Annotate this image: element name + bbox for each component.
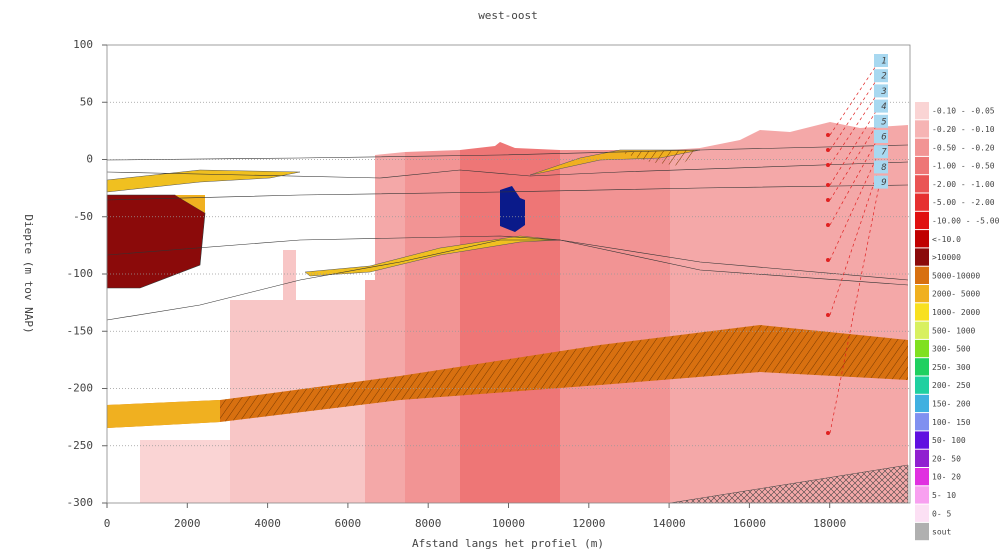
legend-swatch — [915, 504, 929, 522]
y-tick-label: 50 — [80, 95, 93, 108]
well-box — [874, 114, 888, 128]
legend-label: sout — [932, 528, 951, 537]
legend-label: 200- 250 — [932, 381, 971, 390]
legend-label: 250- 300 — [932, 363, 971, 372]
legend-swatch — [915, 522, 929, 541]
legend-swatch — [915, 486, 929, 504]
legend-label: <-10.0 — [932, 235, 961, 244]
chart-title: west-oost — [478, 9, 538, 22]
x-axis-title: Afstand langs het profiel (m) — [412, 537, 604, 550]
x-tick-label: 6000 — [335, 517, 362, 530]
well-label: 2 — [881, 72, 886, 82]
legend-label: -2.00 - -1.00 — [932, 180, 995, 189]
y-tick-label: -200 — [67, 382, 94, 395]
x-tick-label: 14000 — [653, 517, 686, 530]
well-label: 3 — [880, 87, 886, 97]
legend-swatch — [915, 230, 929, 248]
legend-swatch — [915, 138, 929, 156]
legend-swatch — [915, 156, 929, 175]
legend-label: 20- 50 — [932, 454, 961, 463]
well-box — [874, 84, 888, 98]
legend-label: 150- 200 — [932, 399, 971, 408]
section-fill — [106, 122, 909, 504]
y-tick-label: -100 — [67, 267, 94, 280]
x-tick-label: 18000 — [813, 517, 846, 530]
legend-swatch — [915, 321, 929, 339]
y-axis-title: Diepte (m tov NAP) — [22, 214, 35, 333]
legend-label: 100- 150 — [932, 418, 971, 427]
legend-label: -0.50 - -0.20 — [932, 143, 995, 152]
well-box — [874, 130, 888, 143]
legend-label: -1.00 - -0.50 — [932, 162, 995, 171]
legend-label: -0.20 - -0.10 — [932, 125, 995, 134]
legend-swatch — [915, 339, 929, 358]
x-tick-label: 10000 — [492, 517, 525, 530]
well-box — [874, 145, 888, 159]
legend-swatch — [915, 376, 929, 394]
legend-label: 5000-10000 — [932, 271, 980, 280]
well-label: 7 — [881, 148, 887, 158]
legend-label: -0.10 - -0.05 — [932, 107, 995, 116]
legend: -0.10 - -0.05 -0.20 - -0.10 -0.50 - -0.20 -… — [915, 102, 1000, 541]
well-lines — [829, 59, 881, 434]
legend-swatch — [915, 468, 929, 486]
x-tick-label: 16000 — [733, 517, 766, 530]
legend-label: -10.00 - -5.00 — [932, 216, 1000, 225]
legend-swatch — [915, 102, 929, 120]
legend-swatch — [915, 285, 929, 303]
legend-swatch — [915, 431, 929, 449]
legend-label: 300- 500 — [932, 345, 971, 354]
well-box — [874, 160, 888, 174]
legend-label: 1000- 2000 — [932, 308, 980, 317]
y-tick-label: -50 — [73, 210, 93, 223]
legend-swatch — [915, 193, 929, 211]
legend-swatch — [915, 211, 929, 230]
x-tick-label: 4000 — [254, 517, 281, 530]
legend-swatch — [915, 248, 929, 266]
legend-label: 5- 10 — [932, 491, 956, 500]
well-box — [874, 54, 888, 67]
legend-swatch — [915, 120, 929, 138]
y-tick-label: -300 — [67, 496, 94, 509]
legend-label: >10000 — [932, 253, 961, 262]
legend-swatch — [915, 394, 929, 413]
x-tick-label: 8000 — [415, 517, 442, 530]
legend-label: 10- 20 — [932, 473, 961, 482]
well-points — [826, 133, 830, 435]
well-box — [874, 175, 888, 189]
y-tick-label: 0 — [86, 153, 93, 166]
well-box — [874, 69, 888, 83]
well-label: 5 — [881, 117, 886, 127]
y-tick-label: -250 — [67, 439, 94, 452]
legend-swatch — [915, 175, 929, 193]
well-box — [874, 99, 888, 113]
legend-label: 0- 5 — [932, 509, 951, 518]
legend-swatch — [915, 413, 929, 431]
legend-label: 2000- 5000 — [932, 290, 980, 299]
legend-label: -5.00 - -2.00 — [932, 198, 995, 207]
x-tick-label: 0 — [104, 517, 111, 530]
well-label: 9 — [881, 178, 886, 188]
y-tick-label: 100 — [73, 38, 93, 51]
x-tick-label: 2000 — [174, 517, 201, 530]
well-label: 1 — [881, 57, 886, 67]
y-tick-label: -150 — [67, 324, 94, 337]
well-label: 6 — [881, 133, 886, 143]
legend-label: 500- 1000 — [932, 326, 976, 335]
legend-swatch — [915, 358, 929, 376]
x-tick-label: 12000 — [572, 517, 605, 530]
legend-swatch — [915, 303, 929, 321]
well-label: 8 — [881, 163, 886, 173]
legend-swatch — [915, 449, 929, 467]
legend-label: 50- 100 — [932, 436, 966, 445]
legend-swatch — [915, 266, 929, 284]
well-label: 4 — [881, 102, 886, 112]
